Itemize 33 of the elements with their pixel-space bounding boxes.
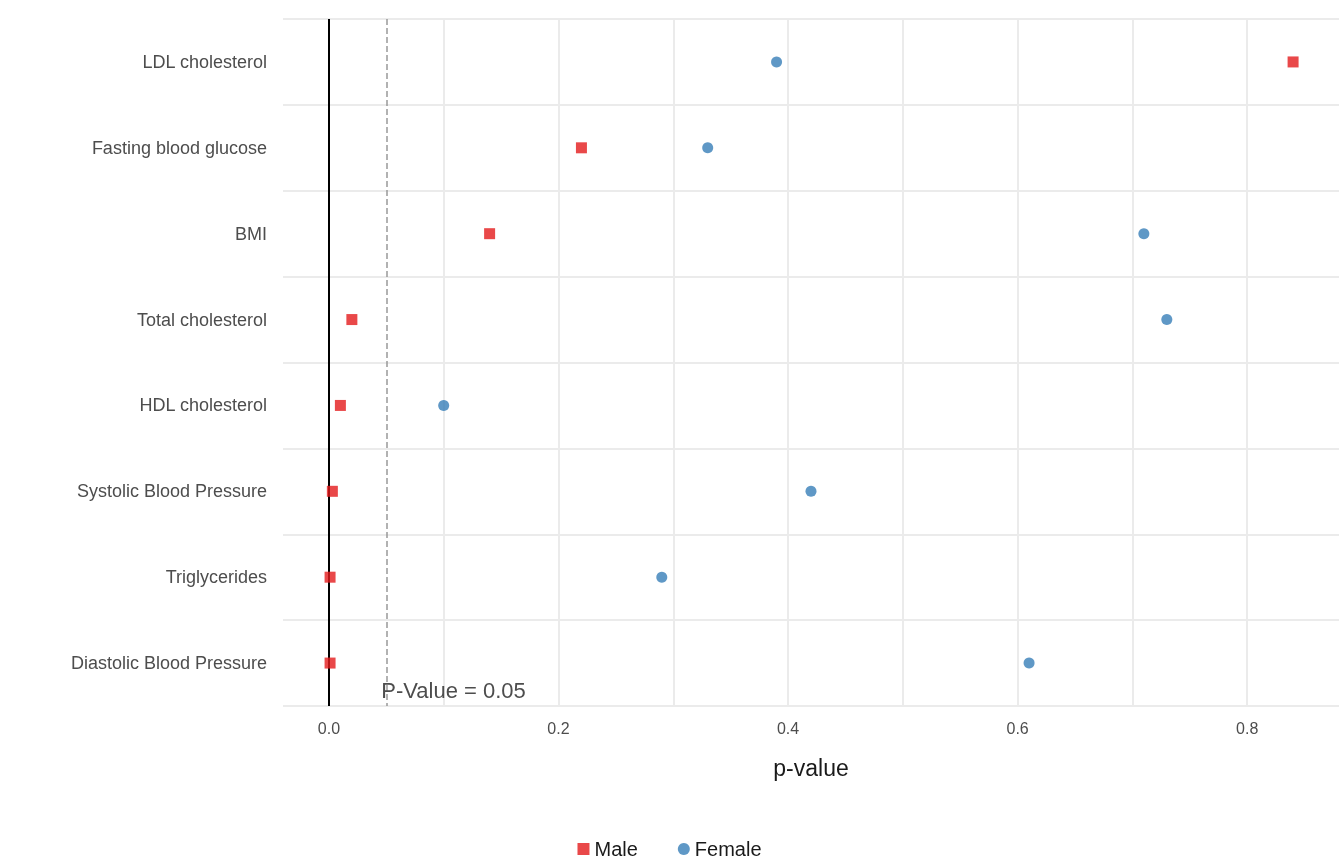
y-tick-label: Total cholesterol bbox=[136, 309, 267, 330]
x-tick-label: 0.2 bbox=[547, 719, 570, 737]
y-tick-label: Triglycerides bbox=[165, 567, 267, 588]
y-tick-label: LDL cholesterol bbox=[142, 51, 267, 72]
point bbox=[702, 142, 714, 154]
point bbox=[484, 228, 496, 240]
x-tick-label: 0.4 bbox=[776, 719, 800, 737]
legend-label: Male bbox=[594, 838, 638, 860]
point bbox=[771, 56, 783, 68]
point bbox=[575, 142, 587, 154]
point bbox=[326, 485, 338, 497]
y-tick-label: Fasting blood glucose bbox=[91, 137, 267, 158]
x-tick-label: 0.0 bbox=[317, 719, 341, 737]
y-tick-label: BMI bbox=[234, 223, 267, 244]
legend-label: Female bbox=[694, 838, 762, 860]
point bbox=[805, 485, 817, 497]
x-tick-label: 0.8 bbox=[1236, 719, 1259, 737]
point bbox=[324, 657, 336, 669]
point bbox=[1138, 228, 1150, 240]
y-tick-label: Diastolic Blood Pressure bbox=[70, 653, 267, 674]
ref-line-label: P-Value = 0.05 bbox=[381, 677, 526, 703]
point bbox=[438, 399, 450, 411]
point bbox=[656, 571, 668, 583]
x-tick-label: 0.6 bbox=[1006, 719, 1029, 737]
point bbox=[1287, 56, 1299, 68]
point bbox=[346, 314, 358, 326]
x-axis-title: p-value bbox=[773, 754, 849, 781]
point bbox=[324, 571, 336, 583]
point bbox=[334, 399, 346, 411]
y-tick-label: Systolic Blood Pressure bbox=[76, 481, 267, 502]
y-tick-label: HDL cholesterol bbox=[139, 395, 267, 416]
point bbox=[1023, 657, 1035, 669]
point bbox=[1161, 314, 1173, 326]
